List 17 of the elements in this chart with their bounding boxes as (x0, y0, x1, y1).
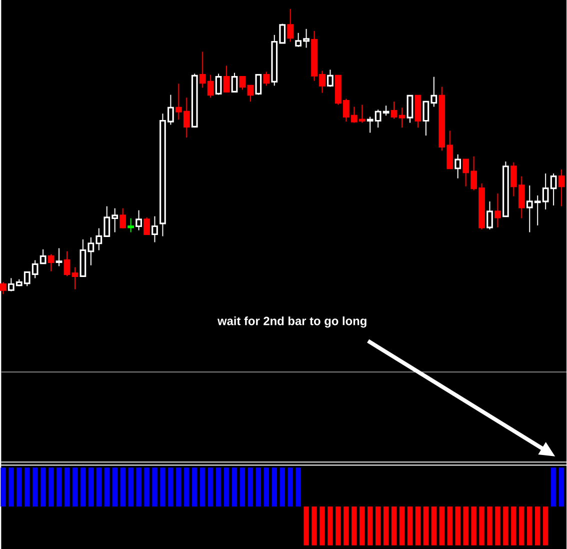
candlestick (494, 192, 501, 228)
candlestick (0, 281, 6, 294)
text: wait for 2nd bar to go long (217, 316, 366, 328)
candlestick (152, 216, 158, 243)
candlestick (191, 73, 198, 128)
candlestick (398, 106, 406, 128)
candlestick (558, 168, 565, 207)
candlestick (64, 250, 70, 276)
candlestick (56, 248, 62, 266)
candlestick (72, 266, 78, 290)
candlestick (263, 71, 270, 86)
candlestick (48, 254, 54, 272)
candlestick (486, 200, 493, 230)
candlestick (287, 8, 294, 42)
candlestick (454, 154, 462, 179)
candlestick (215, 73, 222, 96)
candlestick (327, 69, 334, 88)
